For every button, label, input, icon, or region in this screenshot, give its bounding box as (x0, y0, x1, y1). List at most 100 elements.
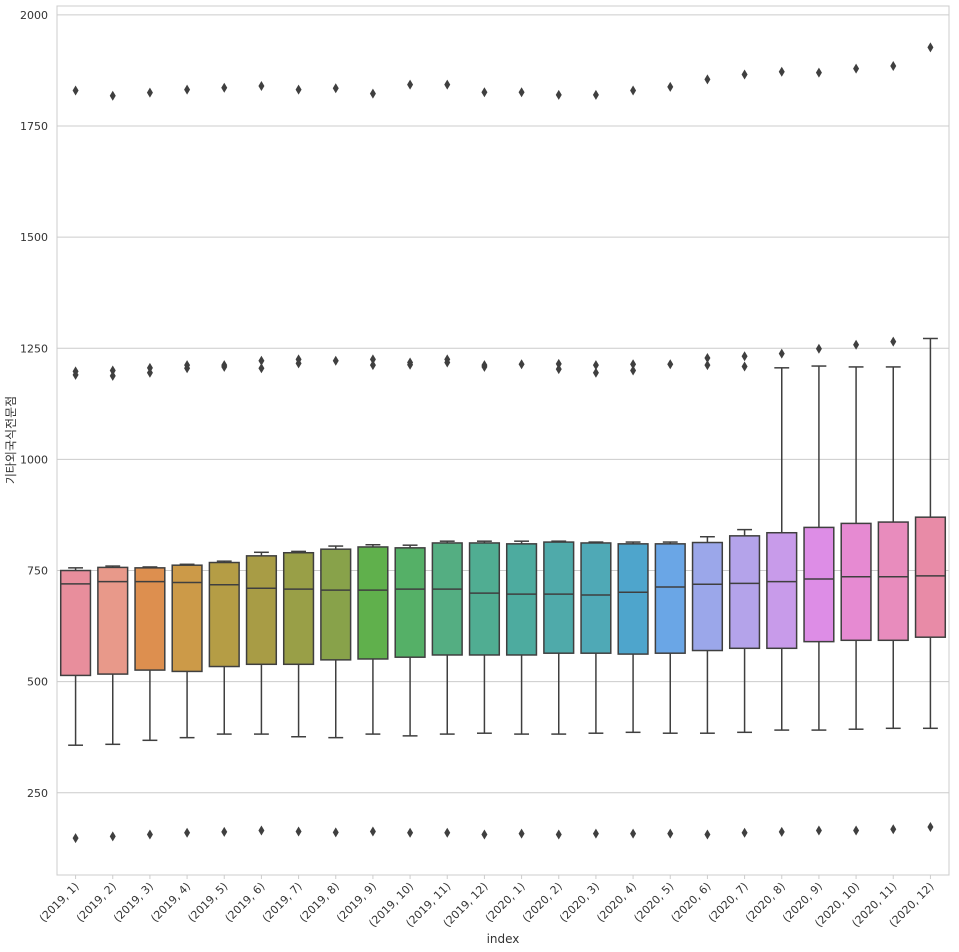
outlier-point (184, 363, 191, 374)
outlier-point (890, 824, 897, 835)
y-axis-ticks: 250 500 750 1000 1250 1500 1750 2000 (20, 9, 48, 800)
outlier-point (72, 85, 79, 96)
outlier-point (258, 355, 265, 366)
box (245, 555, 278, 666)
outlier-point (407, 827, 414, 838)
box-group (171, 84, 203, 838)
box (543, 541, 575, 654)
box-group (543, 89, 575, 840)
outlier-point (72, 833, 79, 844)
box (803, 526, 835, 643)
outlier-point (778, 348, 785, 359)
outlier-point (295, 84, 302, 95)
box (728, 535, 761, 650)
box (394, 547, 426, 658)
outlier-point (481, 361, 488, 372)
outlier-point (295, 826, 302, 837)
x-tick-label: (2020, 7) (706, 880, 751, 925)
outlier-point (592, 367, 599, 378)
outlier-point (630, 828, 637, 839)
outlier-point (555, 829, 562, 840)
outlier-point (146, 829, 153, 840)
outlier-point (109, 831, 116, 842)
box-group (766, 66, 798, 837)
outlier-point (146, 367, 153, 378)
outlier-point (741, 351, 748, 362)
box-group (320, 83, 352, 838)
outlier-point (332, 827, 339, 838)
box-group (914, 42, 947, 832)
x-tick-label: (2019, 4) (148, 880, 193, 925)
box-group (877, 61, 909, 835)
outlier-point (667, 81, 674, 92)
outlier-point (555, 89, 562, 100)
box (171, 564, 203, 673)
x-tick-label: (2020, 1) (483, 880, 528, 925)
x-tick-label: (2020, 4) (594, 880, 639, 925)
x-tick-label: (2019, 1) (37, 880, 82, 925)
y-tick-label: 1750 (20, 120, 48, 133)
outlier-point (704, 74, 711, 85)
box (97, 566, 129, 675)
outlier-point (184, 84, 191, 95)
outlier-point (332, 83, 339, 94)
x-tick-label: (2020, 6) (669, 880, 714, 925)
box-group (654, 81, 686, 839)
outlier-point (555, 358, 562, 369)
box (134, 567, 166, 671)
outlier-point (667, 359, 674, 370)
outlier-point (444, 79, 451, 90)
outlier-point (369, 354, 376, 365)
outlier-point (778, 66, 785, 77)
outlier-point (258, 81, 265, 92)
boxes (59, 42, 947, 844)
box-group (357, 88, 389, 837)
box-group (97, 90, 129, 842)
y-tick-label: 500 (27, 676, 48, 689)
y-tick-label: 750 (27, 565, 48, 578)
box (654, 543, 686, 654)
box (282, 551, 315, 666)
x-axis-label: index (487, 932, 520, 946)
outlier-point (741, 827, 748, 838)
box (468, 542, 501, 656)
box-group (394, 79, 426, 838)
x-tick-label: (2019, 7) (260, 880, 305, 925)
box (431, 542, 463, 656)
outlier-point (815, 825, 822, 836)
outlier-point (555, 364, 562, 375)
outlier-point (630, 359, 637, 370)
box (840, 522, 872, 642)
outlier-point (221, 82, 228, 93)
outlier-point (518, 87, 525, 98)
outlier-point (444, 357, 451, 368)
y-axis-label: 기타외국식전문점 (4, 396, 18, 484)
outlier-point (704, 829, 711, 840)
box-group (617, 85, 649, 839)
x-axis-ticks: (2019, 1)(2019, 2)(2019, 3)(2019, 4)(201… (37, 875, 937, 930)
outlier-point (853, 825, 860, 836)
outlier-point (369, 88, 376, 99)
x-tick-label: (2019, 3) (111, 880, 156, 925)
outlier-point (815, 343, 822, 354)
outlier-point (481, 87, 488, 98)
outlier-point (146, 87, 153, 98)
box (877, 521, 909, 642)
outlier-point (407, 79, 414, 90)
outlier-point (592, 828, 599, 839)
y-tick-label: 250 (27, 787, 48, 800)
outlier-point (332, 355, 339, 366)
box (357, 546, 389, 660)
box-group (431, 79, 463, 838)
outlier-point (369, 360, 376, 371)
outlier-point (407, 359, 414, 370)
outlier-point (741, 69, 748, 80)
outlier-point (815, 67, 822, 78)
box-group (59, 85, 92, 844)
box-group (728, 69, 761, 838)
outlier-point (592, 89, 599, 100)
outlier-point (853, 339, 860, 350)
outlier-point (295, 358, 302, 369)
outlier-point (927, 821, 934, 832)
box (505, 543, 538, 656)
